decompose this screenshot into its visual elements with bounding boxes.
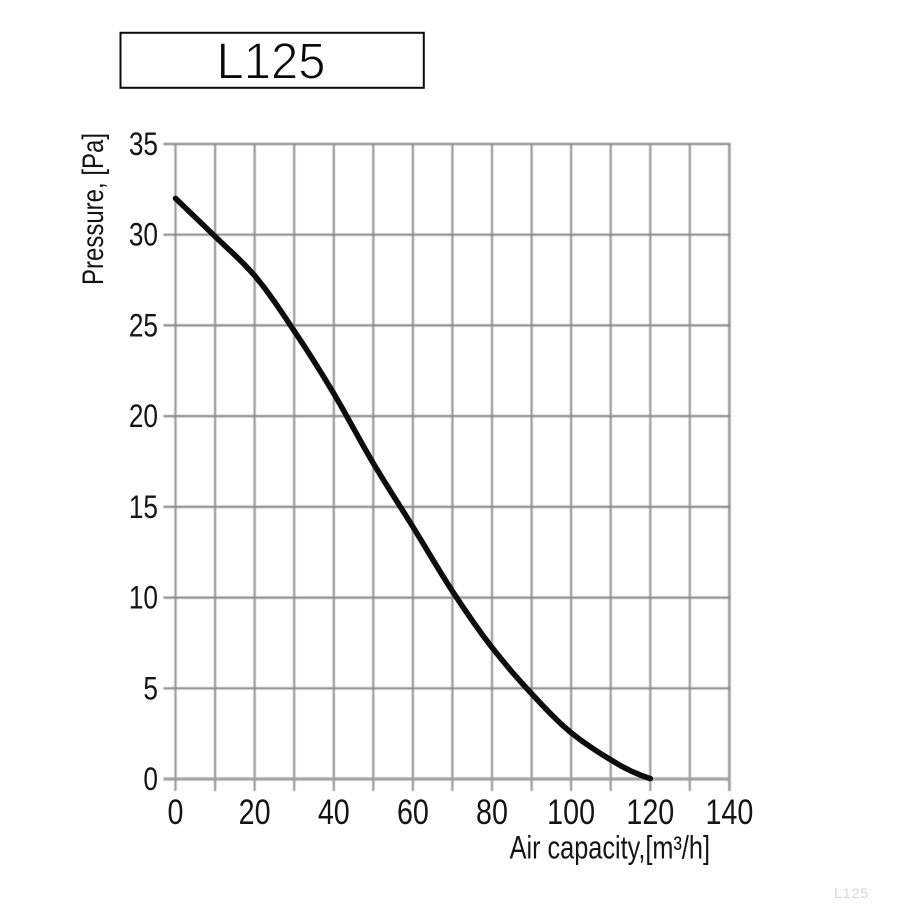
- svg-text:140: 140: [705, 792, 753, 831]
- svg-text:25: 25: [129, 309, 158, 344]
- svg-text:Pressure, [Pa]: Pressure, [Pa]: [75, 133, 109, 285]
- svg-text:Air capacity,[m³/h]: Air capacity,[m³/h]: [510, 831, 710, 867]
- svg-text:100: 100: [547, 792, 595, 831]
- svg-text:10: 10: [129, 581, 158, 616]
- svg-text:L125: L125: [217, 33, 326, 90]
- svg-text:20: 20: [129, 400, 158, 435]
- svg-text:0: 0: [168, 792, 184, 831]
- svg-text:5: 5: [143, 672, 158, 707]
- svg-text:15: 15: [129, 491, 158, 526]
- svg-text:120: 120: [626, 792, 674, 831]
- svg-text:80: 80: [476, 792, 508, 831]
- svg-text:40: 40: [318, 792, 350, 831]
- svg-text:L125: L125: [834, 885, 869, 901]
- svg-text:0: 0: [143, 763, 158, 798]
- svg-text:30: 30: [129, 218, 158, 253]
- svg-text:60: 60: [397, 792, 429, 831]
- svg-text:35: 35: [129, 128, 158, 163]
- svg-text:20: 20: [239, 792, 271, 831]
